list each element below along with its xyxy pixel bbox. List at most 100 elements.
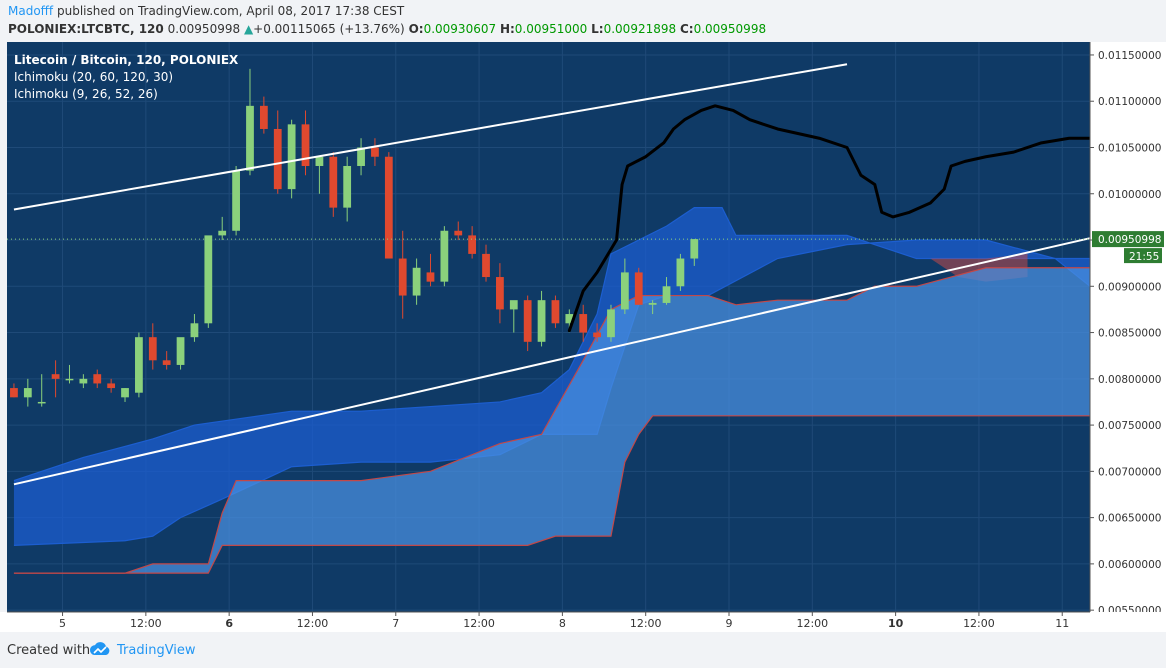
close-value: 0.00950998	[693, 22, 767, 36]
candle-body	[315, 156, 324, 166]
candle-body	[162, 360, 171, 365]
candle-body	[121, 388, 129, 398]
price-tick-label: 0.00700000	[1098, 466, 1161, 478]
candle-body	[454, 230, 463, 236]
price-axis-bg	[1090, 42, 1166, 612]
candle-body	[148, 337, 157, 361]
candle-body	[482, 253, 490, 278]
candle-body	[232, 170, 240, 231]
time-tick-label: 10	[888, 617, 904, 630]
open-label: O:	[408, 22, 424, 36]
candle-body	[287, 124, 296, 190]
last-price-tag	[1092, 231, 1164, 248]
candle-body	[426, 272, 435, 282]
candle-body	[509, 300, 518, 310]
candle-body	[565, 314, 574, 324]
time-tick-label: 12:00	[130, 617, 162, 630]
open-value: 0.00930607	[423, 22, 497, 36]
time-tick-label: 9	[726, 617, 733, 630]
cloud-short-span-b	[13, 415, 1090, 574]
high-value: 0.00951000	[514, 22, 588, 36]
price-tick-label: 0.01050000	[1098, 142, 1161, 154]
low-label: L:	[591, 22, 604, 36]
header-bar: Madofff published on TradingView.com, Ap…	[0, 0, 1166, 42]
ichimoku-cloud-short	[13, 267, 1091, 574]
price-tick-label: 0.01000000	[1098, 189, 1161, 201]
published-text: published on TradingView.com, April 08, …	[57, 4, 405, 18]
time-tick-label: 7	[392, 617, 399, 630]
price-change: +0.00115065 (+13.76%)	[253, 22, 405, 36]
candle-body	[65, 378, 74, 381]
candle-body	[23, 388, 32, 398]
candle-body	[468, 235, 477, 254]
low-value: 0.00921898	[603, 22, 677, 36]
price-tick-label: 0.00750000	[1098, 420, 1161, 432]
trendlines[interactable]	[7, 63, 1091, 486]
time-axis-bg	[0, 612, 1166, 632]
candle-body	[551, 300, 560, 324]
candle-body	[648, 302, 657, 305]
candle-body	[496, 277, 504, 310]
price-tick-label: 0.00850000	[1098, 328, 1161, 340]
candle-body	[676, 258, 685, 287]
tradingview-brand-link[interactable]: TradingView	[117, 643, 196, 658]
candle-body	[593, 332, 601, 338]
time-tick-label: 5	[59, 617, 66, 630]
forecast-drawing[interactable]	[567, 104, 1092, 333]
time-tick-label: 11	[1055, 617, 1069, 630]
trendline	[13, 63, 848, 211]
price-tick-label: 0.01150000	[1098, 50, 1161, 62]
candle-body	[10, 388, 18, 398]
candle-body	[107, 383, 116, 389]
candle-body	[79, 378, 88, 384]
candle-body	[523, 300, 532, 342]
publish-line: Madofff published on TradingView.com, Ap…	[8, 4, 404, 18]
candle-body	[246, 105, 254, 171]
tradingview-logo-icon[interactable]	[88, 641, 112, 663]
countdown-tag	[1124, 248, 1162, 264]
time-tick-label: 12:00	[630, 617, 662, 630]
candle-body	[384, 156, 393, 259]
last-price-tag-label: 0.00950998	[1098, 234, 1161, 246]
price-chart[interactable]: 0.01150000 0.01100000 0.01050000 0.01000000…	[0, 42, 1166, 632]
candle-body	[37, 401, 46, 404]
trendline	[13, 237, 1091, 486]
candle-body	[537, 300, 546, 342]
countdown-label: 21:55	[1129, 251, 1159, 263]
candle-body	[412, 267, 421, 296]
candle-body	[398, 258, 407, 296]
candle-body	[273, 128, 282, 190]
candle-body	[135, 337, 143, 393]
candle-body	[343, 165, 352, 208]
time-axis[interactable]: 5 12:00 6 12:00 7 12:00 8 12:00 9 12:00 10 12:00 11	[0, 611, 1166, 632]
candle-body	[301, 124, 310, 166]
candle-body	[51, 374, 60, 379]
cloud-long-fill	[13, 207, 1091, 546]
candlesticks	[10, 68, 699, 407]
cloud-short-fill	[13, 267, 1091, 574]
time-tick-label: 12:00	[297, 617, 329, 630]
close-label: C:	[679, 22, 694, 36]
author-link[interactable]: Madofff	[8, 4, 54, 18]
price-tick-label: 0.01100000	[1098, 96, 1161, 108]
price-tick-label: 0.00600000	[1098, 559, 1161, 571]
price-axis[interactable]: 0.01150000 0.01100000 0.01050000 0.01000000…	[1089, 42, 1166, 617]
time-tick-label: 12:00	[963, 617, 995, 630]
last-price: 0.00950998	[167, 22, 241, 36]
time-tick-label: 8	[559, 617, 566, 630]
time-tick-label: 12:00	[463, 617, 495, 630]
candle-body	[579, 314, 588, 333]
candle-body	[634, 272, 643, 305]
footer-bar: Created with TradingView	[0, 632, 1166, 668]
candle-body	[176, 337, 185, 365]
ohlc-line: POLONIEX:LTCBTC, 120 0.00950998 ▲+0.0011…	[8, 22, 766, 36]
high-label: H:	[499, 22, 515, 36]
time-tick-label: 12:00	[796, 617, 828, 630]
candle-body	[371, 147, 379, 157]
created-with-text: Created with	[7, 643, 91, 658]
cloud-short-span-a	[13, 267, 1090, 574]
candle-body	[662, 286, 671, 303]
candle-body	[690, 239, 699, 259]
candle-body	[620, 272, 629, 310]
cloud-long-span-a	[13, 207, 1090, 482]
